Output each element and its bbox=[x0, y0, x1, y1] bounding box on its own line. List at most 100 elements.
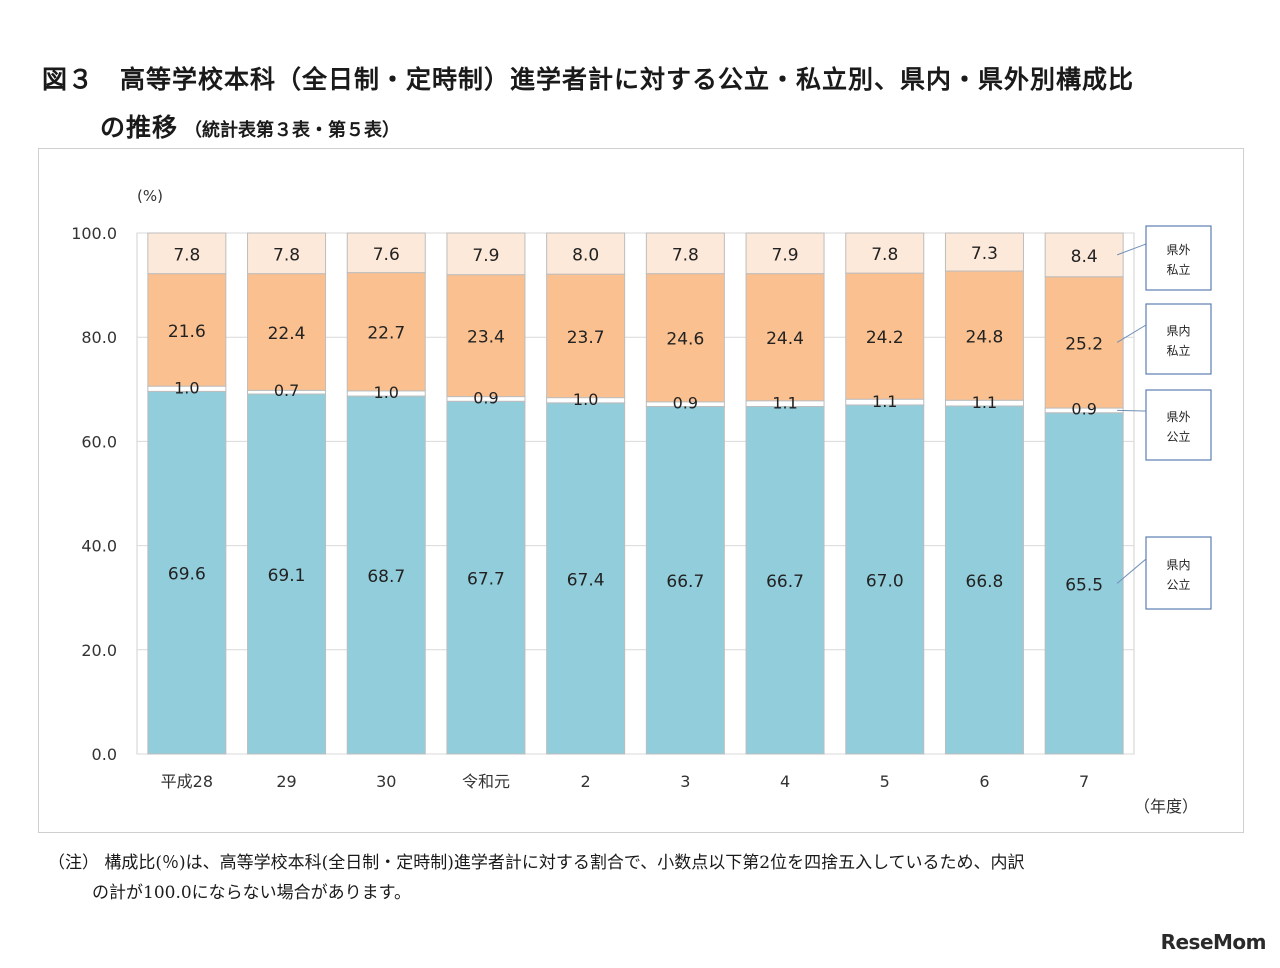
bar-segment bbox=[845, 404, 925, 755]
data-label: 0.9 bbox=[1071, 400, 1096, 419]
bar-segment bbox=[1044, 232, 1124, 278]
data-label: 25.2 bbox=[1065, 334, 1103, 354]
data-label: 8.0 bbox=[572, 246, 599, 266]
data-label: 0.9 bbox=[673, 393, 698, 412]
y-tick-label: 100.0 bbox=[71, 224, 117, 243]
data-label: 67.4 bbox=[567, 570, 605, 590]
data-label: 1.0 bbox=[573, 390, 598, 409]
data-label: 67.0 bbox=[866, 571, 904, 591]
resemom-logo: ReseMom bbox=[1160, 930, 1267, 954]
data-label: 24.6 bbox=[666, 330, 704, 350]
bar-segment bbox=[645, 273, 725, 403]
bar-segment bbox=[546, 273, 626, 399]
data-label: 1.0 bbox=[374, 383, 399, 402]
bar-segment bbox=[645, 405, 725, 755]
data-label: 7.3 bbox=[971, 244, 998, 264]
data-label: 1.1 bbox=[972, 393, 997, 412]
data-label: 7.8 bbox=[273, 245, 300, 265]
legend-label: 県内 bbox=[1166, 558, 1190, 572]
y-tick-label: 20.0 bbox=[81, 641, 117, 660]
bar-segment bbox=[546, 402, 626, 755]
x-tick-label: 平成28 bbox=[161, 772, 213, 791]
data-label: 66.7 bbox=[666, 572, 704, 592]
data-label: 0.7 bbox=[274, 381, 299, 400]
data-label: 66.7 bbox=[766, 572, 804, 592]
bar-segment bbox=[944, 232, 1024, 272]
chart-title: 図３ 高等学校本科（全日制・定時制）進学者計に対する公立・私立別、県内・県外別構… bbox=[42, 65, 1135, 94]
bar-segment bbox=[446, 274, 526, 398]
data-label: 67.7 bbox=[467, 570, 505, 590]
legend-label: 公立 bbox=[1166, 577, 1190, 592]
bar-segment bbox=[745, 273, 825, 402]
bar-segment bbox=[745, 405, 825, 755]
x-tick-label: 3 bbox=[680, 772, 690, 791]
x-tick-label: 6 bbox=[979, 772, 989, 791]
legend-label: 県内 bbox=[1166, 324, 1190, 338]
bar-segment bbox=[446, 232, 526, 276]
legend-leader-line bbox=[1117, 409, 1147, 412]
legend-label: 公立 bbox=[1166, 429, 1190, 444]
x-tick-label: 4 bbox=[780, 772, 790, 791]
data-label: 24.2 bbox=[866, 328, 904, 348]
bar-segment bbox=[346, 395, 426, 755]
data-label: 1.0 bbox=[174, 378, 199, 397]
y-tick-label: 40.0 bbox=[81, 537, 117, 556]
data-label: 66.8 bbox=[966, 572, 1004, 592]
bar-segment bbox=[944, 270, 1024, 401]
data-label: 22.7 bbox=[367, 324, 405, 344]
chart-area: 0.0 20.0 40.0 60.0 80.0 100.0 (%) 69.6 1.0 21.6 7.… bbox=[38, 148, 1244, 833]
legend-label: 私立 bbox=[1166, 262, 1190, 277]
legend-box bbox=[1145, 389, 1212, 461]
bar-segment bbox=[446, 400, 526, 755]
x-tick-label: 7 bbox=[1079, 772, 1089, 791]
x-tick-label: 30 bbox=[376, 772, 396, 791]
data-label: 1.1 bbox=[872, 392, 897, 411]
data-label: 7.8 bbox=[871, 245, 898, 265]
data-label: 69.6 bbox=[168, 565, 206, 585]
legend-label: 県外 bbox=[1166, 243, 1190, 257]
bar-segment bbox=[1044, 276, 1124, 409]
data-label: 8.4 bbox=[1071, 247, 1098, 267]
data-label: 1.1 bbox=[772, 393, 797, 412]
bar-segment bbox=[147, 273, 227, 387]
data-label: 21.6 bbox=[168, 322, 206, 342]
data-label: 23.4 bbox=[467, 328, 505, 348]
legend-label: 私立 bbox=[1166, 343, 1190, 358]
data-label: 7.8 bbox=[672, 245, 699, 265]
data-label: 7.6 bbox=[373, 245, 400, 265]
chart-title-line2: の推移 bbox=[100, 113, 179, 142]
legend-leader-line bbox=[1116, 558, 1147, 584]
data-label: 68.7 bbox=[367, 567, 405, 587]
chart-title-continued: の推移 （統計表第３表・第５表） bbox=[100, 108, 400, 144]
legend-leader-line bbox=[1116, 243, 1147, 256]
legend-box bbox=[1145, 225, 1212, 291]
data-label: 7.9 bbox=[472, 246, 499, 266]
data-label: 7.9 bbox=[772, 245, 799, 265]
y-tick-label: 0.0 bbox=[92, 745, 117, 764]
legend-box bbox=[1145, 536, 1212, 610]
bar-segment bbox=[845, 232, 925, 274]
y-unit-label: (%) bbox=[137, 187, 163, 205]
y-tick-label: 80.0 bbox=[81, 328, 117, 347]
bar-segment bbox=[1044, 412, 1124, 755]
legend-box bbox=[1145, 303, 1212, 375]
bar-segment bbox=[247, 232, 327, 275]
x-unit-label: （年度） bbox=[1134, 797, 1198, 816]
data-label: 22.4 bbox=[268, 324, 306, 344]
bar-segment bbox=[845, 272, 925, 400]
data-label: 23.7 bbox=[567, 328, 605, 348]
x-tick-label: 29 bbox=[276, 772, 296, 791]
chart-source-note: （統計表第３表・第５表） bbox=[184, 120, 401, 141]
bar-segment bbox=[546, 232, 626, 275]
bar-segment bbox=[346, 232, 426, 274]
stacked-bar-chart: 0.0 20.0 40.0 60.0 80.0 100.0 (%) 69.6 1.0 21.6 7.… bbox=[71, 187, 1212, 816]
footnote-line1: （注） 構成比(％)は、高等学校本科(全日制・定時制)進学者計に対する割合で、小… bbox=[48, 853, 1025, 873]
data-label: 24.4 bbox=[766, 329, 804, 349]
data-label: 65.5 bbox=[1065, 575, 1103, 595]
bar-segment bbox=[247, 273, 327, 391]
bar-segment bbox=[346, 272, 426, 392]
footnote: （注） 構成比(％)は、高等学校本科(全日制・定時制)進学者計に対する割合で、小… bbox=[48, 848, 1025, 908]
data-label: 24.8 bbox=[966, 328, 1004, 348]
y-tick-label: 60.0 bbox=[81, 432, 117, 451]
data-label: 7.8 bbox=[173, 245, 200, 265]
